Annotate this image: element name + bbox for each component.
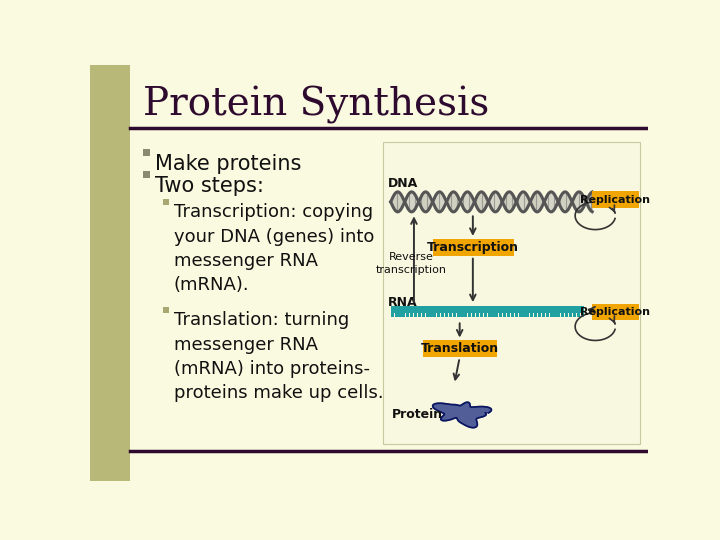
Bar: [495, 313, 498, 316]
Bar: [433, 239, 514, 256]
Bar: [557, 313, 560, 316]
Bar: [90, 65, 130, 481]
Bar: [163, 199, 169, 205]
Bar: [503, 313, 506, 316]
Bar: [453, 313, 456, 316]
Bar: [406, 313, 409, 316]
Bar: [534, 313, 537, 316]
Text: Reverse
transcription: Reverse transcription: [376, 252, 447, 275]
Bar: [391, 306, 585, 313]
Bar: [461, 313, 464, 316]
Bar: [554, 313, 557, 316]
Bar: [593, 303, 639, 320]
Bar: [433, 313, 436, 316]
Text: DNA: DNA: [387, 177, 418, 190]
Bar: [573, 313, 576, 316]
Bar: [418, 313, 421, 316]
Bar: [510, 313, 514, 316]
Bar: [437, 313, 441, 316]
Bar: [143, 148, 150, 156]
Text: Protein Synthesis: Protein Synthesis: [143, 86, 489, 124]
Bar: [429, 313, 433, 316]
Bar: [476, 313, 479, 316]
Bar: [456, 313, 459, 316]
Bar: [515, 313, 518, 316]
Bar: [499, 313, 503, 316]
Text: Transcription: Transcription: [427, 241, 519, 254]
Bar: [530, 313, 534, 316]
Bar: [391, 313, 394, 316]
Text: RNA: RNA: [387, 296, 417, 309]
Text: Translation: Translation: [421, 342, 499, 355]
Bar: [422, 313, 425, 316]
Bar: [426, 313, 428, 316]
Bar: [593, 191, 639, 208]
Bar: [163, 307, 169, 313]
Text: Transcription: copying
your DNA (genes) into
messenger RNA
(mRNA).: Transcription: copying your DNA (genes) …: [174, 204, 374, 294]
Bar: [441, 313, 444, 316]
Bar: [395, 313, 397, 316]
Bar: [549, 313, 553, 316]
Bar: [484, 313, 487, 316]
Bar: [577, 313, 580, 316]
Bar: [472, 313, 475, 316]
Bar: [487, 313, 490, 316]
Bar: [518, 313, 522, 316]
Bar: [410, 313, 413, 316]
Bar: [492, 313, 495, 316]
Bar: [468, 313, 472, 316]
Text: Replication: Replication: [580, 194, 650, 205]
Bar: [480, 313, 483, 316]
Bar: [423, 340, 497, 357]
Bar: [143, 171, 150, 178]
Bar: [542, 313, 545, 316]
Text: Make proteins: Make proteins: [155, 154, 302, 174]
Bar: [546, 313, 549, 316]
Bar: [398, 313, 402, 316]
Bar: [565, 313, 568, 316]
Bar: [445, 313, 448, 316]
Bar: [507, 313, 510, 316]
Bar: [569, 313, 572, 316]
Text: Protein: Protein: [392, 408, 444, 421]
Bar: [449, 313, 452, 316]
Bar: [383, 142, 640, 444]
Bar: [526, 313, 529, 316]
Polygon shape: [433, 402, 492, 428]
Bar: [414, 313, 417, 316]
Bar: [523, 313, 526, 316]
Text: Translation: turning
messenger RNA
(mRNA) into proteins-
proteins make up cells.: Translation: turning messenger RNA (mRNA…: [174, 311, 383, 402]
Bar: [464, 313, 467, 316]
Text: Replication: Replication: [580, 307, 650, 317]
Bar: [402, 313, 405, 316]
Bar: [580, 313, 584, 316]
Bar: [538, 313, 541, 316]
Bar: [561, 313, 564, 316]
Text: Two steps:: Two steps:: [155, 177, 264, 197]
